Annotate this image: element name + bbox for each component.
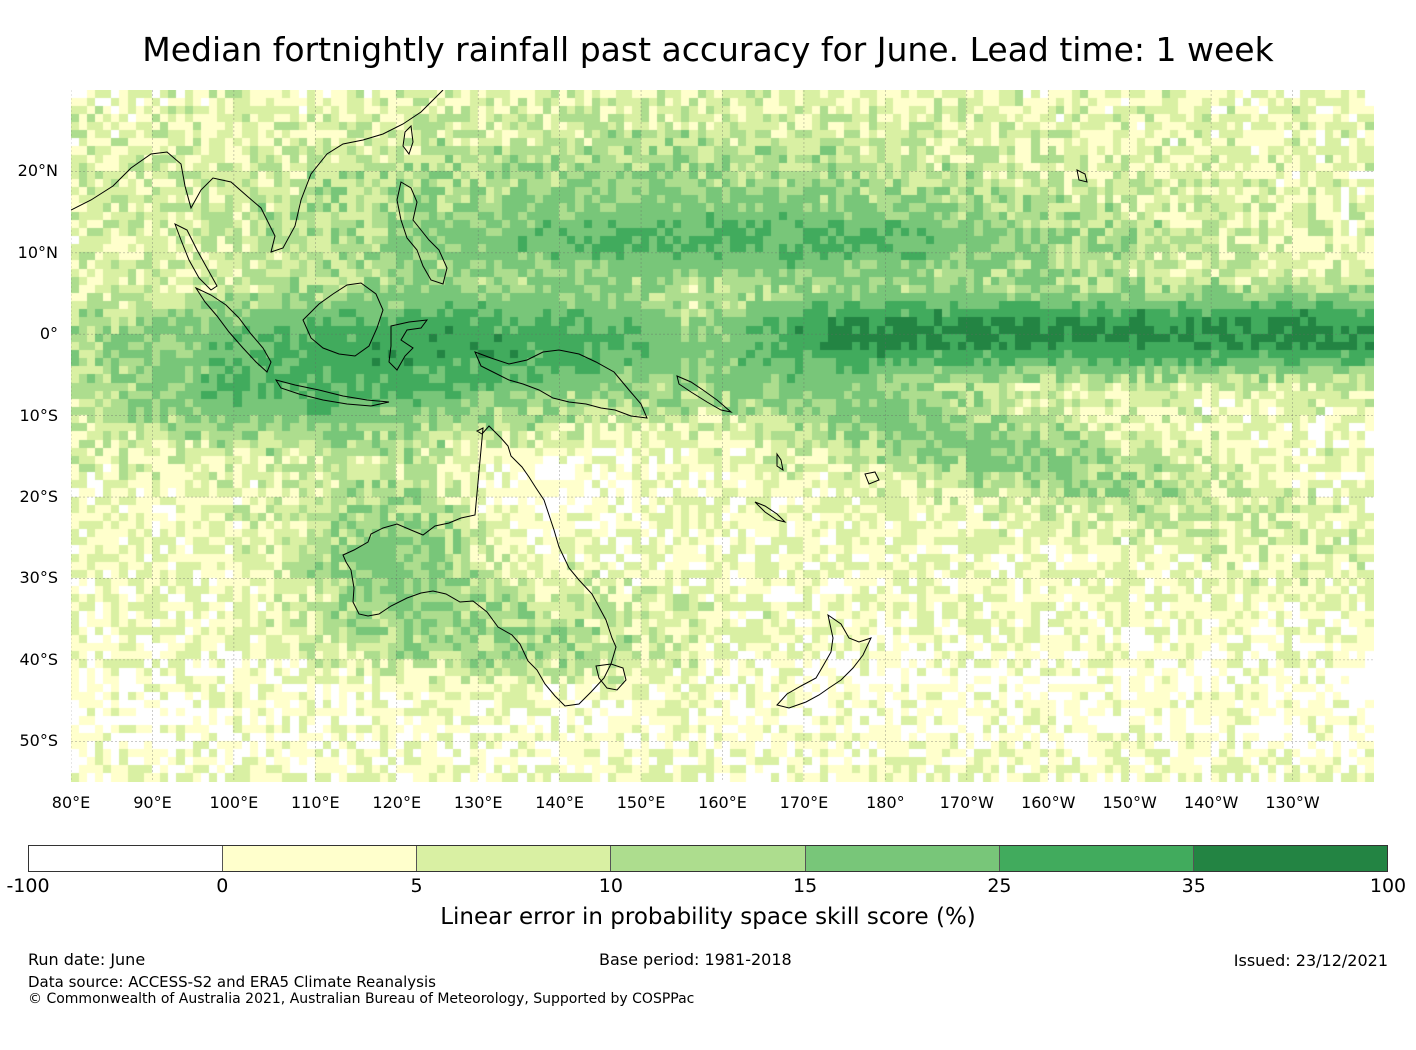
lat-label: 50°S bbox=[19, 731, 58, 751]
coastline-se-asia bbox=[71, 90, 444, 253]
lon-label: 130°E bbox=[453, 793, 503, 812]
colorbar-tick-label: 5 bbox=[410, 875, 423, 897]
lat-label: 40°S bbox=[19, 649, 58, 669]
graticule bbox=[71, 90, 1374, 782]
coastline-solomon-islands bbox=[676, 375, 733, 413]
coastline-taiwan bbox=[402, 124, 414, 156]
lon-label: 110°E bbox=[290, 793, 340, 812]
lon-label: 160°W bbox=[1021, 793, 1076, 812]
lon-label: 140°E bbox=[535, 793, 584, 812]
colorbar-tick-label: 0 bbox=[216, 875, 229, 897]
lat-label: 20°S bbox=[19, 487, 58, 507]
coastline-vanuatu bbox=[776, 452, 784, 472]
coastline-philippines bbox=[396, 181, 448, 285]
coastline-borneo bbox=[302, 282, 384, 357]
lon-label: 150°E bbox=[616, 793, 666, 812]
coastline-australia bbox=[342, 425, 617, 707]
lon-label: 180° bbox=[866, 793, 905, 812]
coastline-sumatra bbox=[194, 286, 272, 373]
coastlines bbox=[71, 90, 1088, 709]
lat-label: 10°N bbox=[17, 242, 58, 262]
issued-date: Issued: 23/12/2021 bbox=[1233, 951, 1388, 970]
map-overlay bbox=[71, 90, 1374, 782]
colorbar-tick-label: 35 bbox=[1181, 875, 1206, 897]
map-title: Median fortnightly rainfall past accurac… bbox=[142, 30, 1274, 69]
colorbar-tick-label: 10 bbox=[598, 875, 623, 897]
coastline-new-zealand bbox=[776, 613, 872, 709]
coastline-tasmania bbox=[595, 663, 627, 691]
colorbar-segment bbox=[1193, 846, 1387, 871]
lon-label: 170°E bbox=[779, 793, 829, 812]
lat-label: 0° bbox=[39, 324, 58, 344]
lon-label: 140°W bbox=[1183, 793, 1239, 812]
lon-label: 100°E bbox=[209, 793, 259, 812]
skill-score-map bbox=[71, 90, 1374, 782]
lon-label: 160°E bbox=[698, 793, 747, 812]
colorbar-tick-label: 15 bbox=[793, 875, 818, 897]
coastline-java bbox=[274, 379, 390, 407]
lat-label: 10°S bbox=[19, 405, 58, 425]
lat-label: 30°S bbox=[19, 568, 58, 588]
lon-label: 170°W bbox=[939, 793, 994, 812]
colorbar-segment bbox=[29, 846, 224, 871]
coastline-malay-peninsula bbox=[174, 222, 218, 291]
colorbar-tick-label: 100 bbox=[1369, 875, 1407, 897]
colorbar-label: Linear error in probability space skill … bbox=[440, 904, 976, 930]
coastline-hawaii bbox=[1076, 169, 1088, 183]
copyright: © Commonwealth of Australia 2021, Austra… bbox=[28, 991, 695, 1007]
colorbar-segment bbox=[223, 846, 418, 871]
colorbar-segment bbox=[805, 846, 1000, 871]
coastline-new-caledonia bbox=[754, 501, 787, 523]
run-date: Run date: June bbox=[28, 950, 146, 969]
coastline-new-guinea bbox=[474, 349, 648, 419]
data-source: Data source: ACCESS-S2 and ERA5 Climate … bbox=[28, 973, 436, 991]
colorbar-segment bbox=[999, 846, 1194, 871]
colorbar-segment bbox=[611, 846, 806, 871]
colorbar bbox=[28, 845, 1388, 872]
base-period: Base period: 1981-2018 bbox=[599, 950, 792, 969]
lon-label: 90°E bbox=[133, 793, 172, 812]
colorbar-tick-label: -100 bbox=[6, 875, 50, 897]
lon-label: 150°W bbox=[1102, 793, 1157, 812]
lon-label: 120°E bbox=[372, 793, 422, 812]
lon-label: 130°W bbox=[1265, 793, 1320, 812]
colorbar-segment bbox=[417, 846, 612, 871]
coastline-fiji bbox=[864, 471, 880, 485]
lat-label: 20°N bbox=[17, 161, 58, 181]
colorbar-tick-label: 25 bbox=[987, 875, 1012, 897]
lon-label: 80°E bbox=[51, 793, 91, 812]
coastline-sulawesi bbox=[388, 319, 429, 371]
